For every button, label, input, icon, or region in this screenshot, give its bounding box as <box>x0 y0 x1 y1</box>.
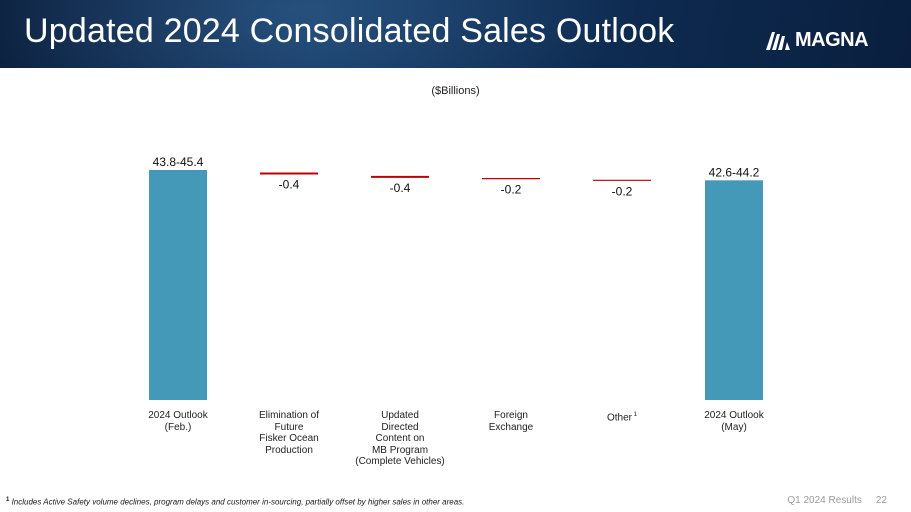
delta-value-label: -0.2 <box>612 184 633 198</box>
category-label-line: Foreign <box>494 410 528 421</box>
category-label: 2024 Outlook (May) <box>674 410 794 433</box>
category-label: Updated Directed Content on MB Program (Comp… <box>340 410 460 468</box>
magna-logo-icon <box>766 32 790 50</box>
slide-footer: Q1 2024 Results 22 <box>787 495 887 506</box>
total-value-label: 43.8-45.4 <box>153 155 204 169</box>
category-label-line: Production <box>265 444 313 456</box>
page-number: 22 <box>875 495 887 506</box>
footnote-text: Includes Active Safety volume declines, … <box>11 497 465 507</box>
category-label-line: Elimination of <box>258 410 320 421</box>
category-label-line: (Feb.) <box>164 421 192 433</box>
category-label-line: Content on <box>375 433 425 444</box>
category-label-line: Directed <box>381 421 419 433</box>
delta-value-label: -0.2 <box>501 183 522 197</box>
category-label: Other 1 <box>562 410 682 424</box>
category-label-line: Other <box>606 412 632 424</box>
slide-header: Updated 2024 Consolidated Sales Outlook … <box>0 0 911 68</box>
total-bar <box>705 180 763 400</box>
magna-logo: MAGNA <box>766 28 869 51</box>
category-label: 2024 Outlook (Feb.) <box>118 410 238 433</box>
category-label-line: Fisker Ocean <box>259 433 319 444</box>
category-label: Elimination of Future Fisker Ocean Producti… <box>229 410 349 456</box>
delta-value-label: -0.4 <box>390 181 411 195</box>
category-label-line: MB Program <box>371 444 429 456</box>
category-footnote-marker: 1 <box>632 412 638 418</box>
delta-value-label: -0.4 <box>279 177 300 191</box>
total-value-label: 42.6-44.2 <box>709 165 760 179</box>
category-label: Foreign Exchange <box>451 410 571 433</box>
logo-text: MAGNA <box>795 28 869 51</box>
category-label-line: (May) <box>721 421 747 433</box>
category-label-line: 2024 Outlook <box>704 410 764 421</box>
category-label-line: 2024 Outlook <box>148 410 208 421</box>
section-name: Q1 2024 Results <box>787 495 862 506</box>
category-label-line: Exchange <box>488 421 534 433</box>
unit-label: ($Billions) <box>431 85 480 97</box>
category-label-line: Updated <box>381 410 419 421</box>
footnote-marker: 1 <box>6 497 10 503</box>
footnote: 1 Includes Active Safety volume declines… <box>6 497 464 507</box>
category-label-line: Future <box>274 421 304 433</box>
total-bar <box>149 170 207 400</box>
category-label-line: (Complete Vehicles) <box>355 456 445 467</box>
slide-title: Updated 2024 Consolidated Sales Outlook <box>24 12 675 50</box>
